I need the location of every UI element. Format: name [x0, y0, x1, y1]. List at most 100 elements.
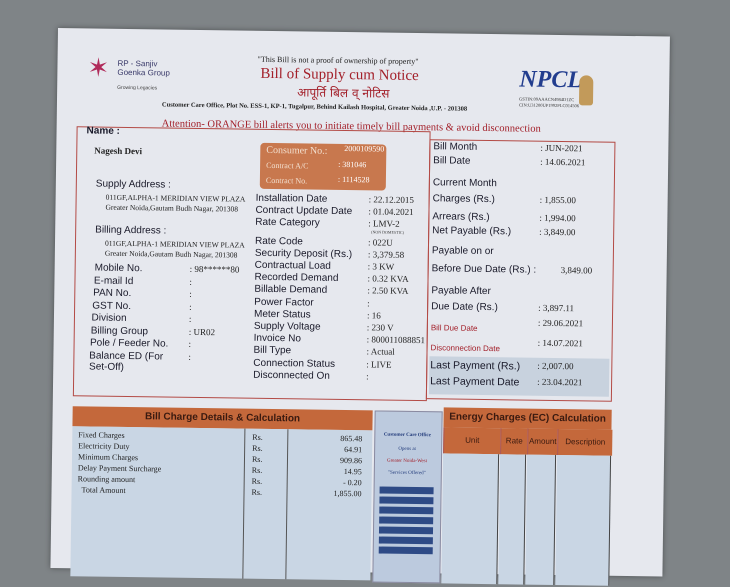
- summary-field-label: Disconnection Date: [430, 343, 501, 354]
- disclaimer: "This Bill is not a proof of ownership o…: [257, 54, 419, 67]
- charge-currency: Rs.: [252, 432, 263, 442]
- connection-field-value: : 0.32 KVA: [367, 273, 409, 285]
- summary-field-value: : 1,855.00: [539, 194, 576, 206]
- service-item: [379, 506, 434, 515]
- connection-field-value: : LMV-2: [368, 218, 400, 230]
- contract-ac-label: Contract A/C: [266, 160, 309, 171]
- summary-field-label: Last Payment Date: [430, 375, 520, 389]
- charge-item: Electricity Duty: [78, 441, 130, 452]
- customer-field-label: GST No.: [92, 300, 132, 312]
- name-label: Name :: [86, 125, 120, 137]
- summary-field-label: Last Payment (Rs.): [430, 359, 521, 373]
- summary-field-value: : 3,849.00: [539, 226, 576, 238]
- npcl-logo: NPCL: [519, 66, 583, 94]
- rpsg-logo: ✶: [87, 53, 110, 83]
- supply-address-label: Supply Address :: [95, 178, 171, 191]
- charge-item: Rounding amount: [77, 474, 136, 485]
- contract-ac: : 381046: [338, 159, 367, 170]
- connection-field-label: Meter Status: [253, 308, 311, 321]
- customer-field-label: Billing Group: [90, 324, 149, 337]
- customer-field-label: Mobile No.: [94, 262, 143, 275]
- customer-field-value: :: [188, 313, 192, 324]
- bill-title-hindi: आपूर्ति बिल व् नोटिस: [297, 85, 390, 101]
- connection-field-label: Bill Type: [253, 345, 292, 357]
- cin: CIN:U31200UP1992PLC014506: [518, 102, 580, 109]
- connection-field-label: Security Deposit (Rs.): [254, 247, 353, 260]
- customer-field-label: PAN No.: [93, 287, 132, 300]
- charge-item: Fixed Charges: [78, 430, 125, 440]
- charge-currency: Rs.: [251, 454, 263, 464]
- connection-field-value: : 16: [366, 310, 381, 321]
- connection-field-value: : 3,379.58: [367, 249, 405, 260]
- charge-amount: 14.95: [343, 467, 362, 477]
- customer-field-label: Balance ED (For Set-Off): [88, 349, 164, 373]
- customer-field-value: :: [188, 338, 192, 349]
- summary-field-value: : 2,007.00: [537, 360, 574, 372]
- connection-field-value: : 2.50 KVA: [367, 285, 409, 297]
- consumer-no-label: Consumer No.:: [266, 144, 328, 157]
- office-line4: "Services Offered": [387, 470, 426, 477]
- connection-field-value: : 800011088851: [366, 334, 426, 346]
- office-line2: Opens at: [398, 446, 416, 453]
- charge-currency: Rs.: [251, 487, 263, 497]
- service-item: [379, 516, 434, 525]
- charge-amount: 909.86: [339, 455, 363, 466]
- connection-field-label: Connection Status: [253, 357, 336, 370]
- energy-column-header: Rate: [500, 428, 528, 455]
- summary-field-label: Before Due Date (Rs.) :: [431, 263, 537, 276]
- energy-column: [555, 455, 612, 586]
- connection-field-label: Power Factor: [254, 296, 314, 309]
- service-item: [378, 536, 433, 545]
- customer-field-label: Pole / Feeder No.: [89, 337, 169, 350]
- connection-field-label: Recorded Demand: [254, 271, 339, 285]
- summary-field-value: : 3,897.11: [538, 302, 575, 314]
- connection-field-label: Installation Date: [255, 192, 328, 205]
- connection-field-label: Rate Category: [255, 217, 320, 230]
- brand-name: RP - Sanjiv Goenka Group: [117, 58, 170, 78]
- connection-field-label: Invoice No: [253, 332, 302, 345]
- summary-field-label: Payable on or: [431, 245, 494, 258]
- connection-field-value: : 01.04.2021: [368, 206, 414, 218]
- connection-field-value: : 22.12.2015: [368, 194, 414, 205]
- energy-column-header: Unit: [443, 427, 501, 455]
- services-list: [372, 482, 439, 581]
- customer-field-label: E-mail Id: [93, 275, 134, 287]
- billing-address-label: Billing Address :: [95, 224, 167, 237]
- connection-field-label: Contractual Load: [254, 259, 331, 272]
- connection-field-value: : 3 KW: [367, 261, 395, 272]
- customer-field-value: :: [188, 351, 192, 362]
- customer-field-value: : UR02: [188, 326, 216, 337]
- customer-name: Nagesh Devi: [94, 145, 143, 157]
- office-line3: Greater Noida-West: [386, 458, 428, 465]
- summary-field-value: : JUN-2021: [540, 142, 583, 154]
- summary-field-value: : 1,994.00: [539, 212, 576, 224]
- customer-field-value: : 98******80: [189, 263, 240, 275]
- summary-field-label: Arrears (Rs.): [432, 211, 490, 224]
- connection-field-label: Disconnected On: [253, 369, 330, 382]
- charge-item: Total Amount: [81, 485, 126, 495]
- energy-column: [441, 453, 500, 585]
- office-line1: Customer Care Office: [383, 432, 431, 439]
- charge-amount: 865.48: [340, 433, 363, 444]
- connection-field-value: : 230 V: [366, 322, 394, 333]
- customer-field-value: :: [189, 288, 192, 299]
- rate-note: (NON DOMESTIC): [371, 229, 404, 235]
- summary-field-value: : 14.07.2021: [537, 337, 583, 349]
- connection-field-label: Contract Update Date: [255, 204, 353, 218]
- charge-currency: Rs.: [251, 476, 263, 486]
- office-address: Customer Care Office, Plot No. ESS-1, KP…: [161, 101, 468, 113]
- contract-no-label: Contract No.: [265, 175, 308, 186]
- summary-field-label: Bill Due Date: [430, 323, 478, 333]
- connection-field-label: Supply Voltage: [253, 320, 321, 333]
- customer-field-value: :: [189, 276, 193, 287]
- supply-address-line2: Greater Noida,Gautam Budh Nagar, 201308: [105, 202, 239, 214]
- connection-field-label: Rate Code: [254, 235, 303, 248]
- mascot-icon: [578, 75, 594, 106]
- connection-field-value: : LIVE: [366, 358, 392, 370]
- service-item: [379, 496, 434, 505]
- summary-field-label: Current Month: [432, 177, 497, 190]
- contract-no: : 1114528: [337, 174, 370, 185]
- gstin: GSTIN:09AAACN4984D1ZC: [519, 96, 575, 103]
- charge-amount: 64.91: [344, 445, 363, 455]
- connection-field-value: :: [366, 371, 369, 382]
